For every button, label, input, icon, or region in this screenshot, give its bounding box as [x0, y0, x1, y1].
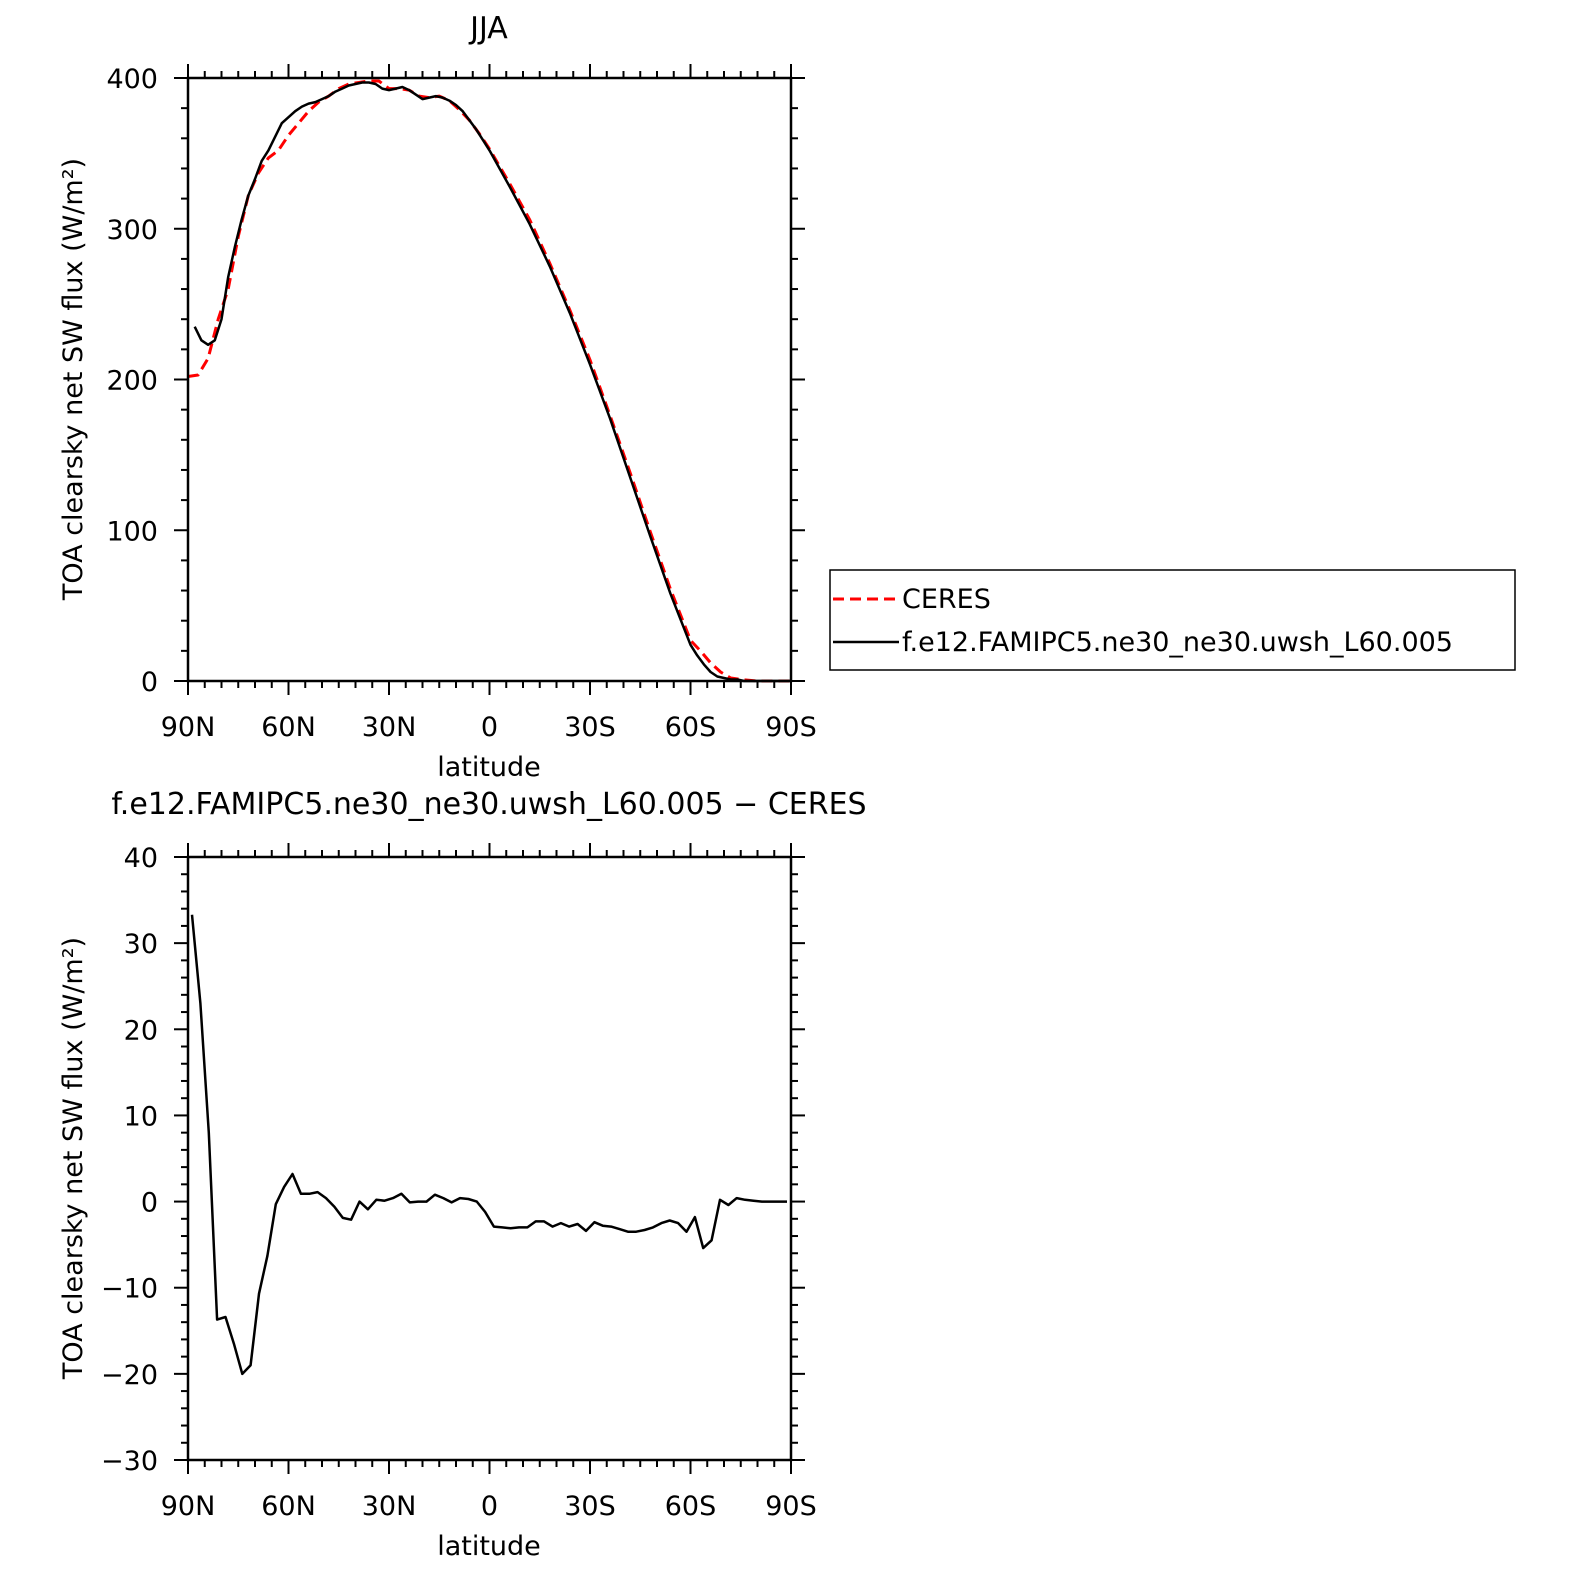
y-tick-label: −20	[101, 1360, 158, 1391]
x-tick-label: 60N	[261, 712, 316, 743]
x-tick-label: 0	[481, 1491, 498, 1522]
legend: CERES f.e12.FAMIPC5.ne30_ne30.uwsh_L60.0…	[829, 569, 1516, 671]
x-axis-label: latitude	[437, 1531, 541, 1562]
chart-title: f.e12.FAMIPC5.ne30_ne30.uwsh_L60.005 − C…	[111, 787, 866, 822]
x-tick-label: 30N	[362, 712, 417, 743]
bottom-panel: f.e12.FAMIPC5.ne30_ne30.uwsh_L60.005 − C…	[58, 787, 867, 1562]
bottom-panel-marks: 90N 60N 30N 0 30S 60S 90S −30 −20 −10 0 10 20 30 40	[101, 843, 817, 1522]
x-tick-label: 30S	[564, 1491, 616, 1522]
y-tick-label: 0	[141, 1188, 158, 1219]
legend-box	[829, 569, 1516, 671]
x-tick-label: 60S	[665, 712, 717, 743]
y-tick-label: 0	[141, 667, 158, 698]
y-tick-label: −30	[101, 1446, 158, 1477]
y-tick-label: −10	[101, 1274, 158, 1305]
series-line-1	[193, 81, 791, 683]
y-tick-label: 20	[124, 1015, 158, 1046]
legend-label-model: f.e12.FAMIPC5.ne30_ne30.uwsh_L60.005	[902, 627, 1453, 658]
y-tick-label: 30	[124, 929, 158, 960]
x-tick-label: 30S	[564, 712, 616, 743]
x-tick-label: 0	[481, 712, 498, 743]
top-panel-marks: 90N 60N 30N 0 30S 60S 90S 0 100 200 300 400	[106, 64, 817, 743]
x-tick-label: 90N	[161, 1491, 216, 1522]
x-tick-label: 30N	[362, 1491, 417, 1522]
plot-frame	[186, 855, 793, 1462]
chart-title: JJA	[468, 11, 508, 46]
legend-label-ceres: CERES	[902, 584, 991, 615]
y-axis-label: TOA clearsky net SW flux (W/m²)	[58, 158, 89, 601]
y-tick-label: 100	[106, 516, 158, 547]
y-tick-label: 400	[106, 64, 158, 95]
y-tick-label: 200	[106, 366, 158, 397]
y-axis-label: TOA clearsky net SW flux (W/m²)	[58, 937, 89, 1380]
x-tick-label: 60S	[665, 1491, 717, 1522]
x-tick-label: 90N	[161, 712, 216, 743]
x-tick-label: 90S	[765, 1491, 817, 1522]
x-tick-label: 90S	[765, 712, 817, 743]
x-tick-label: 60N	[261, 1491, 316, 1522]
plot-frame	[186, 76, 793, 683]
series-line-0	[187, 79, 791, 683]
y-tick-label: 10	[124, 1101, 158, 1132]
y-tick-label: 40	[124, 843, 158, 874]
series-line-0	[190, 914, 787, 1376]
x-axis-label: latitude	[437, 752, 541, 783]
y-tick-label: 300	[106, 215, 158, 246]
top-panel: JJA 90N 60N 30N 0 30S 60S 90S 0 100 200 300 400 TOA…	[58, 11, 1516, 783]
